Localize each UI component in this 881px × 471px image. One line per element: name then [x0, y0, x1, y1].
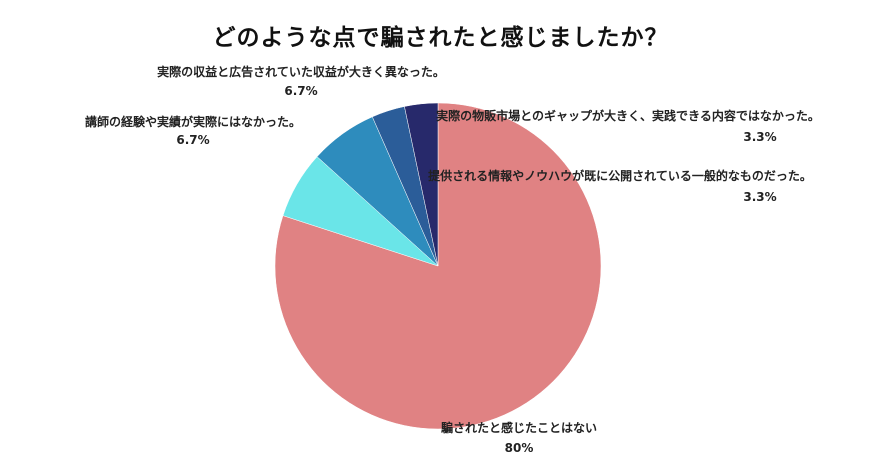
slice-label-3: 実際の収益と広告されていた収益が大きく異なった。	[157, 64, 445, 79]
slice-label-5: 実際の物販市場とのギャップが大きく、実践できる内容ではなかった。	[436, 108, 820, 123]
slice-label-4: 提供される情報やノウハウが既に公開されている一般的なものだった。	[428, 168, 812, 183]
pie-slice-1	[274, 102, 602, 430]
slice-value-3: 6.7%	[284, 84, 317, 98]
slice-value-5: 3.3%	[743, 130, 776, 144]
chart-title: どのような点で騙されたと感じましたか？	[212, 25, 669, 51]
slice-value-4: 3.3%	[743, 190, 776, 204]
slice-value-1: 80%	[505, 441, 534, 455]
slice-value-2: 6.7%	[176, 133, 209, 147]
slice-label-1: 騙されたと感じたことはない	[441, 420, 597, 435]
slice-label-2: 講師の経験や実績が実際にはなかった。	[85, 114, 301, 129]
pie-slice-5	[404, 102, 439, 267]
